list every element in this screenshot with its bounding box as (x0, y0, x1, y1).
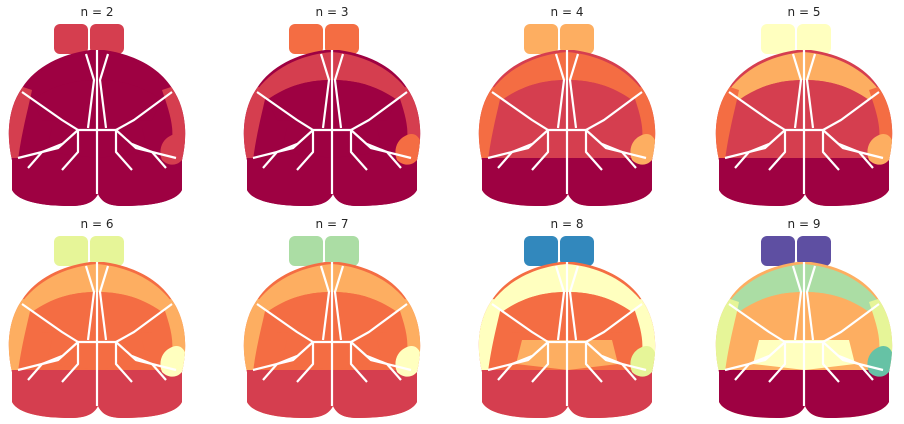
lateral-patch-region (630, 346, 656, 377)
area-boundaries (252, 262, 412, 406)
area-boundaries (487, 262, 647, 406)
brain-map-panel: n = 9 (709, 212, 899, 424)
olfactory-bulb-region (797, 24, 831, 54)
brain-map-panel: n = 6 (2, 212, 192, 424)
olfactory-bulb-region (325, 24, 359, 54)
brain-map (715, 24, 893, 206)
brain-map (243, 236, 421, 418)
panel-title: n = 4 (550, 5, 584, 19)
olfactory-bulb-region (325, 236, 359, 266)
olfactory-bulb-region (90, 236, 124, 266)
olfactory-bulb-region (560, 24, 594, 54)
olfactory-bulb-region (524, 236, 558, 266)
panel-title: n = 7 (315, 217, 349, 231)
olfactory-bulb-region (797, 236, 831, 266)
brain-map (8, 24, 186, 206)
olfactory-bulb-region (289, 24, 323, 54)
brain-map (478, 24, 656, 206)
brain-map (8, 236, 186, 418)
area-boundaries (487, 50, 647, 194)
brain-map-panel: n = 4 (472, 0, 662, 212)
brain-map (243, 24, 421, 206)
panel-title: n = 6 (80, 217, 114, 231)
panel-title: n = 9 (787, 217, 821, 231)
lateral-patch-region (630, 134, 656, 165)
brain-map (715, 236, 893, 418)
area-boundaries (17, 262, 177, 406)
brain-map-panel: n = 5 (709, 0, 899, 212)
olfactory-bulb-region (90, 24, 124, 54)
area-boundaries (252, 50, 412, 194)
lateral-patch-region (867, 134, 893, 165)
olfactory-bulb-region (54, 24, 88, 54)
olfactory-bulb-region (761, 24, 795, 54)
olfactory-bulb-region (289, 236, 323, 266)
area-boundaries (724, 262, 884, 406)
brain-map-panel: n = 2 (2, 0, 192, 212)
brain-map-panel: n = 8 (472, 212, 662, 424)
lateral-patch-region (867, 346, 893, 377)
panel-title: n = 3 (315, 5, 349, 19)
olfactory-bulb-region (54, 236, 88, 266)
brain-map (478, 236, 656, 418)
panel-title: n = 8 (550, 217, 584, 231)
area-boundaries (724, 50, 884, 194)
lateral-patch-region (395, 134, 421, 165)
lateral-patch-region (395, 346, 421, 377)
olfactory-bulb-region (761, 236, 795, 266)
panel-title: n = 2 (80, 5, 114, 19)
olfactory-bulb-region (524, 24, 558, 54)
lateral-patch-region (160, 346, 186, 377)
panel-title: n = 5 (787, 5, 821, 19)
brain-map-panel: n = 7 (237, 212, 427, 424)
olfactory-bulb-region (560, 236, 594, 266)
lateral-patch-region (160, 134, 186, 165)
area-boundaries (17, 50, 177, 194)
brain-map-panel: n = 3 (237, 0, 427, 212)
